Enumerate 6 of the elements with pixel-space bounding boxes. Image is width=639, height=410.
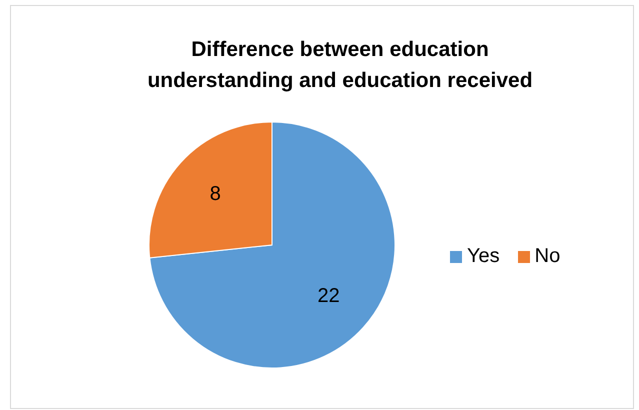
legend-label: No — [534, 245, 560, 268]
chart-title: Difference between education understanding and education received — [146, 37, 534, 94]
pie-slice — [149, 122, 396, 368]
legend-label: Yes — [467, 245, 500, 268]
data-label: 8 — [210, 182, 221, 205]
data-label: 22 — [318, 285, 340, 308]
